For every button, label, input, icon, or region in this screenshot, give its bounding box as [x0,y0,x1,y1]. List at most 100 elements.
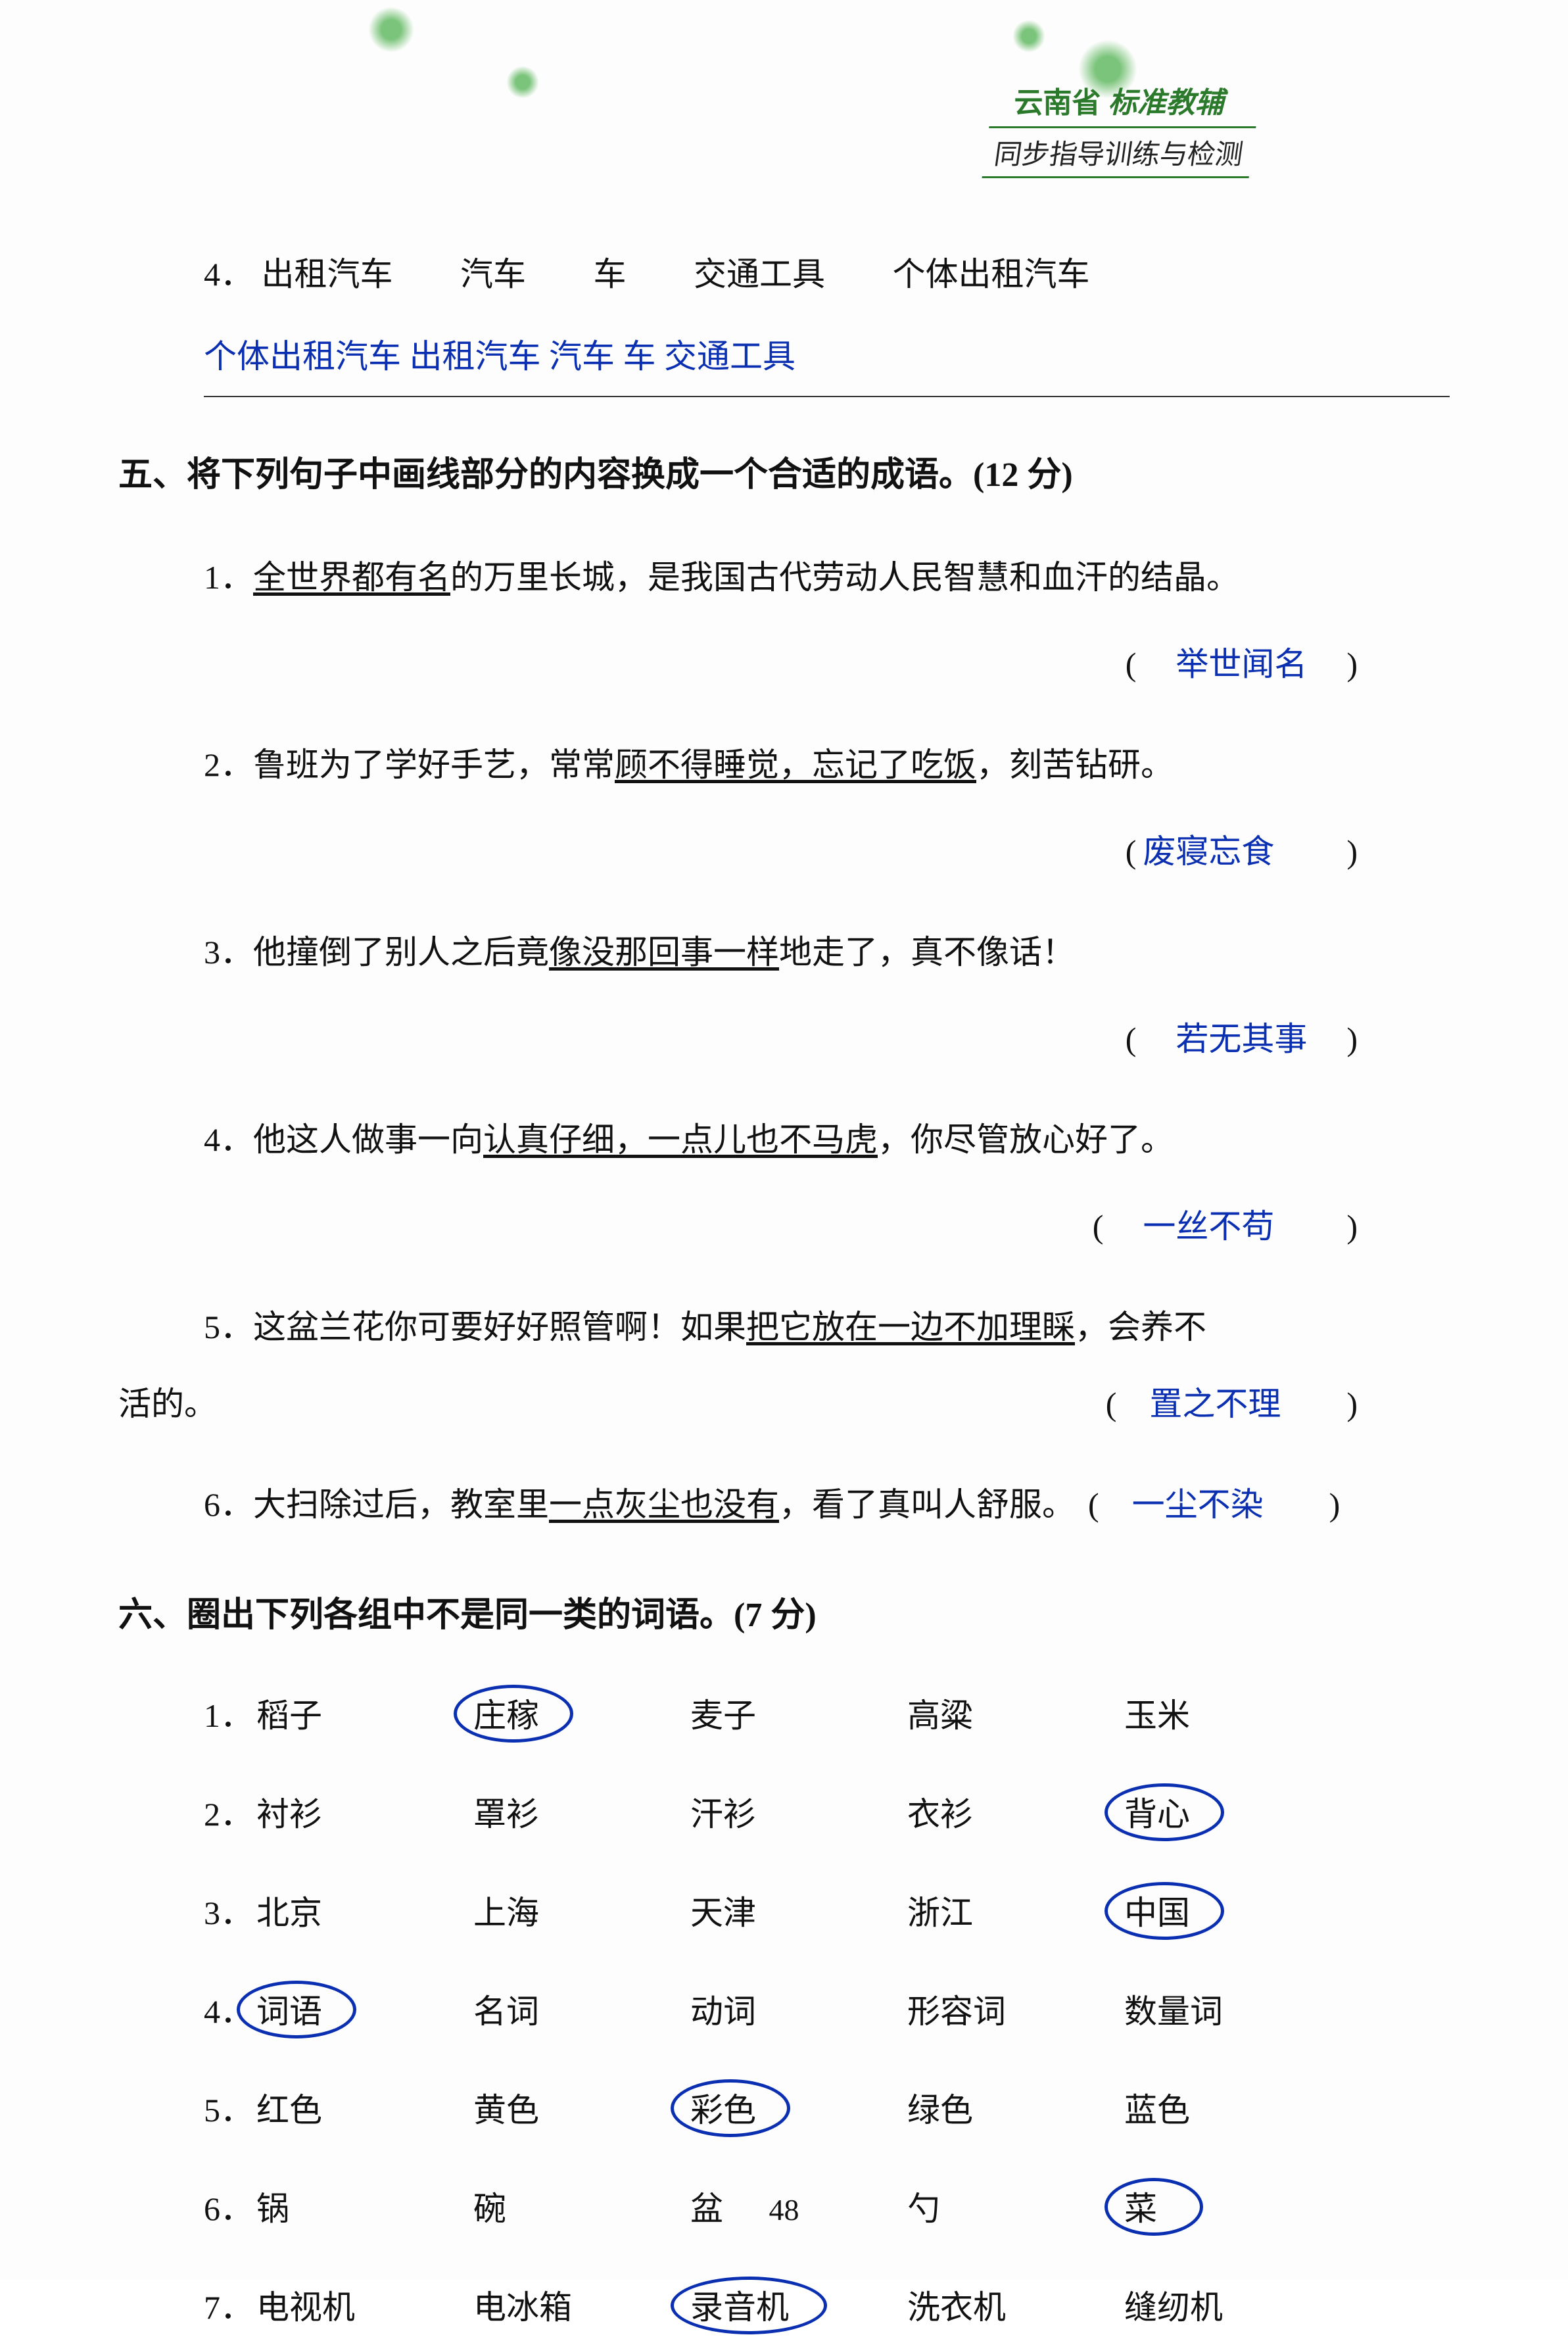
q-underline: 像没那回事一样 [549,934,779,971]
answer-text: 若无其事 [1176,1021,1307,1057]
q-underline: 把它放在一边不加理睬 [746,1309,1075,1345]
q-post: ，会养不 [1075,1309,1206,1345]
q4-num: 4． [204,256,253,293]
q-num: 5． [204,1309,253,1345]
word-cell: 衣衫 [907,1783,1124,1846]
q5-3: 3．他撞倒了别人之后竟像没那回事一样地走了，真不像话！ [204,919,1450,985]
word: 罩衫 [473,1783,539,1846]
q5-4-answer: ( 一丝不苟 ) [118,1195,1358,1258]
q5-1: 1．全世界都有名的万里长城，是我国古代劳动人民智慧和血汗的结晶。 [204,544,1450,610]
q-underline: 顾不得睡觉，忘记了吃饭 [615,746,976,783]
word: 麦子 [690,1685,756,1747]
answer-rule [204,396,1450,397]
word-cell: 电冰箱 [473,2277,690,2339]
q-underline: 全世界都有名 [253,559,450,596]
word-cell: 玉米 [1124,1685,1341,1747]
answer-text: 举世闻名 [1176,646,1307,683]
word-cell: 数量词 [1124,1981,1341,2043]
q4: 4． 出租汽车 汽车 车 交通工具 个体出租汽车 [204,243,1450,306]
word: 洗衣机 [907,2277,1006,2339]
section-6-title: 六、圈出下列各组中不是同一类的词语。(7 分) [118,1583,1450,1649]
answer-text: 一丝不苟 [1143,1208,1274,1245]
page: 云南省 标准教辅 同步指导训练与检测 4． 出租汽车 汽车 车 交通工具 个体出… [0,0,1568,2280]
brand-block: 云南省 标准教辅 同步指导训练与检测 [986,79,1252,178]
q5-3-answer: ( 若无其事 ) [118,1008,1358,1071]
answer-text: 一尘不染 [1132,1486,1264,1523]
decoration [1012,20,1045,53]
word-row: 5．红色黄色彩色绿色蓝色 [204,2079,1450,2142]
word: 录音机 [690,2277,789,2339]
word-cell: 电视机 [256,2277,473,2339]
brand-green-1: 云南省 [1014,87,1101,119]
q4-words: 出租汽车 汽车 车 交通工具 个体出租汽车 [262,256,1149,293]
word-cell: 名词 [473,1981,690,2043]
word-cell: 动词 [690,1981,907,2043]
q4-word: 交通工具 [694,256,825,293]
word: 高粱 [907,1685,973,1747]
word: 蓝色 [1124,2079,1190,2142]
word-cell: 洗衣机 [907,2277,1124,2339]
word: 浙江 [907,1882,973,1944]
word: 动词 [690,1981,756,2043]
word: 玉米 [1124,1685,1190,1747]
q-pre: 他这人做事一向 [253,1121,483,1158]
q4-answer: 个体出租汽车 出租汽车 汽车 车 交通工具 [204,326,796,391]
word: 上海 [473,1882,539,1944]
word: 彩色 [690,2079,756,2142]
q-pre: 大扫除过后，教室里 [253,1486,549,1523]
q5-5-line2: 活的。 ( 置之不理 ) [118,1373,1450,1435]
q5-5: 5．这盆兰花你可要好好照管啊！如果把它放在一边不加理睬，会养不 [204,1294,1450,1360]
q-num: 2． [204,746,253,783]
word-cell: 录音机 [690,2277,907,2339]
q5-2-answer: (废寝忘食 ) [118,821,1358,883]
word-cell: 上海 [473,1882,690,1944]
q5-5-answer: ( 置之不理 ) [1106,1373,1358,1435]
word: 背心 [1124,1783,1190,1846]
word-cell: 高粱 [907,1685,1124,1747]
word-cell: 形容词 [907,1981,1124,2043]
q5-2: 2．鲁班为了学好手艺，常常顾不得睡觉，忘记了吃饭，刻苦钻研。 [204,732,1450,798]
word-row: 4．词语名词动词形容词数量词 [204,1981,1450,2043]
row-num: 4． [204,1981,256,2043]
q-post2: 活的。 [118,1373,217,1435]
row-num: 1． [204,1685,256,1747]
q-pre: 鲁班为了学好手艺，常常 [253,746,615,783]
q-num: 3． [204,934,253,971]
word: 电视机 [256,2277,355,2339]
word-cell: 庄稼 [473,1685,690,1747]
word: 黄色 [473,2079,539,2142]
word-cell: 彩色 [690,2079,907,2142]
word-cell: 稻子 [256,1685,473,1747]
word: 绿色 [907,2079,973,2142]
q4-answer-block: 个体出租汽车 出租汽车 汽车 车 交通工具 [204,326,1450,397]
word: 电冰箱 [473,2277,572,2339]
brand-subtitle: 同步指导训练与检测 [982,126,1256,178]
q4-word: 个体出租汽车 [893,256,1090,293]
answer-text: 置之不理 [1149,1386,1281,1422]
word: 衣衫 [907,1783,973,1846]
q-post: 的万里长城，是我国古代劳动人民智慧和血汗的结晶。 [450,559,1239,596]
q-underline: 一点灰尘也没有 [549,1486,779,1523]
word-cell: 浙江 [907,1882,1124,1944]
decoration [368,7,414,53]
q5-6: 6．大扫除过后，教室里一点灰尘也没有，看了真叫人舒服。( 一尘不染 ) [204,1472,1450,1537]
word: 汗衫 [690,1783,756,1846]
q5-1-answer: ( 举世闻名 ) [118,633,1358,696]
content: 4． 出租汽车 汽车 车 交通工具 个体出租汽车 个体出租汽车 出租汽车 汽车 … [118,243,1450,2339]
word-row: 3．北京上海天津浙江中国 [204,1882,1450,1944]
word-cell: 缝纫机 [1124,2277,1341,2339]
q-num: 6． [204,1486,253,1523]
word: 红色 [256,2079,322,2142]
word: 名词 [473,1981,539,2043]
word: 形容词 [907,1981,1006,2043]
word: 缝纫机 [1124,2277,1223,2339]
q-post: ，看了真叫人舒服。 [779,1486,1075,1523]
q4-word: 出租汽车 [262,256,393,293]
section-5-title: 五、将下列句子中画线部分的内容换成一个合适的成语。(12 分) [118,443,1450,508]
q-pre: 这盆兰花你可要好好照管啊！如果 [253,1309,746,1345]
word-cell: 绿色 [907,2079,1124,2142]
q-post: ，刻苦钻研。 [976,746,1174,783]
word-row: 2．衬衫罩衫汗衫衣衫背心 [204,1783,1450,1846]
page-header: 云南省 标准教辅 同步指导训练与检测 [118,53,1450,224]
word-cell: 衬衫 [256,1783,473,1846]
